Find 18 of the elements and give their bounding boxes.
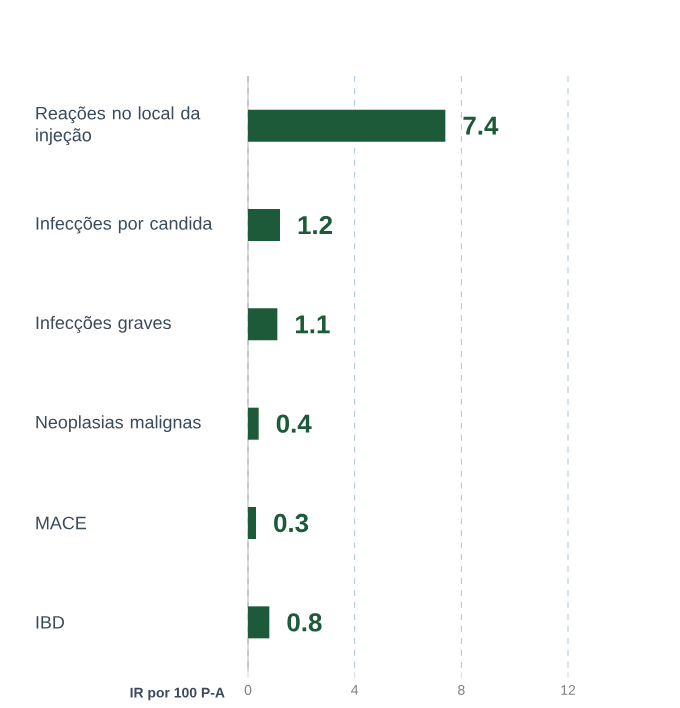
y-tick-label: Neoplasias malignas: [36, 415, 201, 433]
data-label: 0.8: [287, 613, 322, 632]
data-label: 0.4: [276, 414, 312, 433]
data-label: 1.2: [298, 215, 333, 235]
y-tick-label: Reações no local da injeção: [36, 106, 201, 146]
bar: [248, 606, 270, 639]
bar: [248, 308, 278, 341]
y-tick-label: MACE: [36, 516, 86, 530]
bar: [248, 507, 256, 540]
data-label: 7.4: [463, 116, 499, 135]
y-tick-label: Infecções graves: [36, 315, 171, 333]
bar: [248, 109, 446, 142]
y-tick-label: Infecções por candida: [36, 216, 213, 234]
data-label: 0.3: [274, 513, 309, 533]
bar: [248, 209, 280, 242]
data-label: 1.1: [296, 315, 330, 334]
bar: [248, 407, 259, 440]
y-tick-label: IBD: [36, 616, 64, 629]
